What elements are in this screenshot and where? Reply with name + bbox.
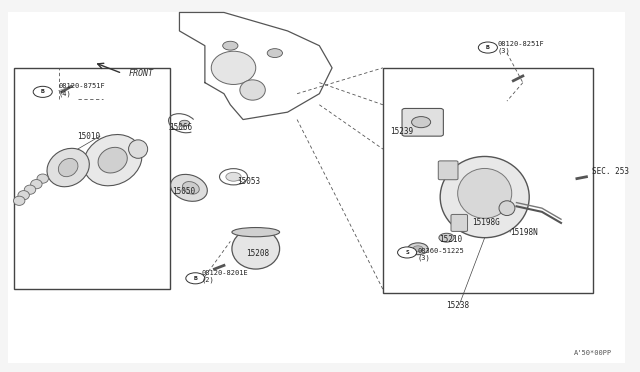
Circle shape xyxy=(226,172,241,181)
Ellipse shape xyxy=(232,228,280,237)
Circle shape xyxy=(179,120,189,126)
Circle shape xyxy=(186,273,205,284)
Text: 08120-8251F
(3): 08120-8251F (3) xyxy=(497,41,544,54)
Ellipse shape xyxy=(440,157,529,238)
Text: 15238: 15238 xyxy=(446,301,469,311)
FancyBboxPatch shape xyxy=(451,214,468,231)
Circle shape xyxy=(413,246,423,252)
Ellipse shape xyxy=(47,148,90,187)
FancyBboxPatch shape xyxy=(438,161,458,180)
Text: 15066: 15066 xyxy=(169,123,193,132)
Ellipse shape xyxy=(171,174,207,201)
Text: 15239: 15239 xyxy=(390,127,413,136)
Ellipse shape xyxy=(240,80,266,100)
Text: 15208: 15208 xyxy=(246,249,269,258)
Ellipse shape xyxy=(182,182,199,194)
Ellipse shape xyxy=(232,228,280,269)
Ellipse shape xyxy=(458,169,512,218)
Bar xyxy=(14,68,170,289)
Text: 15198G: 15198G xyxy=(472,218,500,227)
Circle shape xyxy=(33,86,52,97)
Ellipse shape xyxy=(129,140,148,158)
Ellipse shape xyxy=(58,158,78,177)
Ellipse shape xyxy=(31,180,42,189)
Text: SEC. 253: SEC. 253 xyxy=(591,167,628,176)
Circle shape xyxy=(408,243,428,255)
Text: 15198N: 15198N xyxy=(510,228,538,237)
Circle shape xyxy=(439,233,454,242)
Text: S: S xyxy=(405,250,409,255)
Ellipse shape xyxy=(83,135,142,186)
Text: 15053: 15053 xyxy=(237,177,260,186)
Text: FRONT: FRONT xyxy=(129,69,154,78)
Text: 15010: 15010 xyxy=(77,132,100,141)
Text: 15050: 15050 xyxy=(172,187,195,196)
Circle shape xyxy=(478,42,497,53)
Text: B: B xyxy=(486,45,490,50)
Circle shape xyxy=(412,116,431,128)
Text: B: B xyxy=(193,276,197,281)
Ellipse shape xyxy=(18,190,29,200)
Ellipse shape xyxy=(98,147,127,173)
Bar xyxy=(383,68,593,293)
Ellipse shape xyxy=(24,185,36,194)
Text: 15210: 15210 xyxy=(439,235,462,244)
Text: A'50*00PP: A'50*00PP xyxy=(573,350,612,356)
Text: B: B xyxy=(41,89,45,94)
Ellipse shape xyxy=(13,196,25,205)
Circle shape xyxy=(397,247,417,258)
Text: 08360-51225
(3): 08360-51225 (3) xyxy=(418,247,465,261)
Circle shape xyxy=(268,49,282,58)
Text: 08120-8201E
(2): 08120-8201E (2) xyxy=(202,270,248,283)
FancyBboxPatch shape xyxy=(402,109,444,136)
Ellipse shape xyxy=(37,174,49,183)
Ellipse shape xyxy=(499,201,515,215)
Circle shape xyxy=(223,41,238,50)
Ellipse shape xyxy=(211,51,256,84)
Text: 08120-8751F
(4): 08120-8751F (4) xyxy=(59,83,106,97)
